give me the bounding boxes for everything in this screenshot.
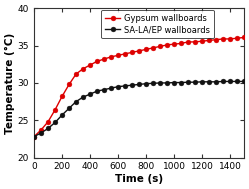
SA-LA/EP wallboards — [82, 96, 85, 98]
Gypsum wallboards — [124, 53, 126, 55]
SA-LA/EP wallboards — [201, 81, 204, 83]
SA-LA/EP wallboards — [166, 82, 169, 84]
Gypsum wallboards — [54, 109, 57, 111]
Gypsum wallboards — [33, 136, 36, 138]
SA-LA/EP wallboards — [222, 80, 225, 83]
SA-LA/EP wallboards — [103, 88, 106, 91]
Gypsum wallboards — [138, 50, 141, 52]
SA-LA/EP wallboards — [110, 87, 113, 89]
SA-LA/EP wallboards — [54, 121, 57, 124]
SA-LA/EP wallboards — [243, 80, 246, 83]
Gypsum wallboards — [82, 68, 85, 70]
SA-LA/EP wallboards — [131, 84, 134, 86]
SA-LA/EP wallboards — [138, 83, 141, 86]
Y-axis label: Temperature (°C): Temperature (°C) — [5, 32, 15, 134]
Gypsum wallboards — [180, 42, 183, 45]
Gypsum wallboards — [110, 56, 113, 58]
SA-LA/EP wallboards — [47, 127, 50, 129]
Line: Gypsum wallboards: Gypsum wallboards — [32, 35, 247, 139]
Gypsum wallboards — [159, 45, 162, 47]
Gypsum wallboards — [131, 51, 134, 53]
Gypsum wallboards — [152, 47, 155, 49]
Gypsum wallboards — [40, 129, 43, 131]
SA-LA/EP wallboards — [67, 107, 70, 109]
SA-LA/EP wallboards — [61, 114, 63, 116]
Gypsum wallboards — [236, 37, 239, 39]
Gypsum wallboards — [96, 60, 99, 62]
SA-LA/EP wallboards — [117, 86, 120, 88]
SA-LA/EP wallboards — [124, 85, 126, 87]
Gypsum wallboards — [145, 48, 148, 50]
X-axis label: Time (s): Time (s) — [115, 174, 163, 184]
SA-LA/EP wallboards — [89, 93, 92, 95]
SA-LA/EP wallboards — [96, 90, 99, 92]
Gypsum wallboards — [194, 41, 197, 43]
SA-LA/EP wallboards — [173, 81, 176, 84]
Gypsum wallboards — [229, 38, 232, 40]
Gypsum wallboards — [222, 38, 225, 40]
SA-LA/EP wallboards — [145, 83, 148, 85]
Gypsum wallboards — [187, 41, 190, 43]
SA-LA/EP wallboards — [215, 81, 218, 83]
SA-LA/EP wallboards — [152, 82, 155, 84]
SA-LA/EP wallboards — [236, 80, 239, 83]
Gypsum wallboards — [173, 43, 176, 45]
SA-LA/EP wallboards — [208, 81, 211, 83]
Gypsum wallboards — [89, 64, 92, 66]
Gypsum wallboards — [61, 95, 63, 98]
Legend: Gypsum wallboards, SA-LA/EP wallboards: Gypsum wallboards, SA-LA/EP wallboards — [101, 10, 214, 38]
SA-LA/EP wallboards — [40, 132, 43, 134]
Gypsum wallboards — [201, 40, 204, 42]
SA-LA/EP wallboards — [180, 81, 183, 84]
SA-LA/EP wallboards — [229, 80, 232, 83]
Gypsum wallboards — [243, 36, 246, 39]
SA-LA/EP wallboards — [75, 100, 78, 103]
Gypsum wallboards — [166, 44, 169, 46]
Gypsum wallboards — [75, 73, 78, 75]
Gypsum wallboards — [208, 39, 211, 42]
Line: SA-LA/EP wallboards: SA-LA/EP wallboards — [32, 79, 247, 139]
SA-LA/EP wallboards — [159, 82, 162, 84]
Gypsum wallboards — [67, 83, 70, 86]
SA-LA/EP wallboards — [187, 81, 190, 83]
SA-LA/EP wallboards — [33, 136, 36, 138]
Gypsum wallboards — [47, 121, 50, 123]
Gypsum wallboards — [215, 39, 218, 41]
Gypsum wallboards — [117, 54, 120, 57]
Gypsum wallboards — [103, 58, 106, 60]
SA-LA/EP wallboards — [194, 81, 197, 83]
